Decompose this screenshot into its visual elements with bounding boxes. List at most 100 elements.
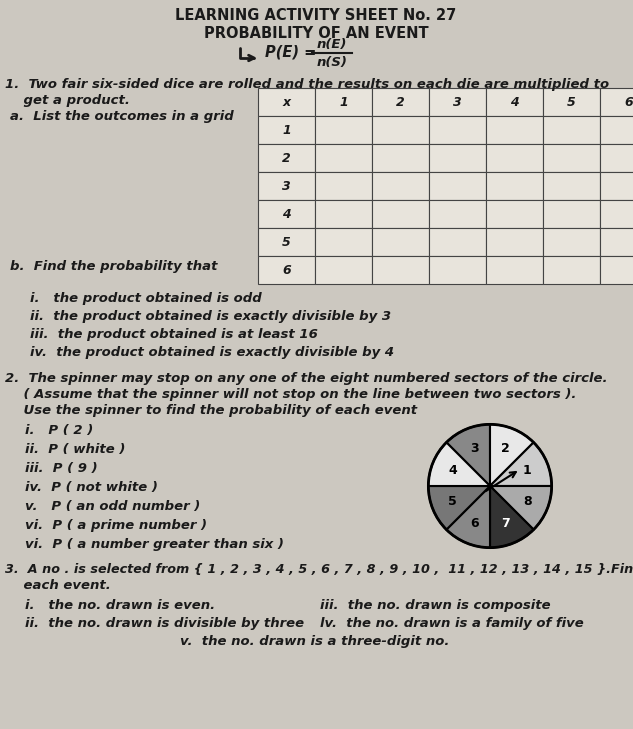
Text: each event.: each event. bbox=[5, 579, 111, 592]
Bar bbox=[429, 256, 486, 284]
Bar bbox=[258, 172, 315, 200]
Bar bbox=[600, 116, 633, 144]
Text: 2.  The spinner may stop on any one of the eight numbered sectors of the circle.: 2. The spinner may stop on any one of th… bbox=[5, 372, 608, 385]
Bar bbox=[486, 256, 543, 284]
Text: iv.  P ( not white ): iv. P ( not white ) bbox=[25, 481, 158, 494]
Text: 6: 6 bbox=[282, 263, 291, 276]
Text: 6: 6 bbox=[624, 95, 633, 109]
Bar bbox=[429, 200, 486, 228]
Bar bbox=[315, 256, 372, 284]
Wedge shape bbox=[490, 486, 534, 547]
Bar bbox=[486, 88, 543, 116]
Wedge shape bbox=[446, 424, 490, 486]
Bar bbox=[543, 256, 600, 284]
Text: P(E) =: P(E) = bbox=[265, 44, 316, 60]
Bar bbox=[543, 144, 600, 172]
Bar bbox=[372, 116, 429, 144]
Text: a.  List the outcomes in a grid: a. List the outcomes in a grid bbox=[10, 110, 234, 123]
Bar bbox=[372, 200, 429, 228]
Wedge shape bbox=[429, 486, 490, 529]
Bar bbox=[372, 144, 429, 172]
Bar bbox=[372, 88, 429, 116]
Bar bbox=[543, 116, 600, 144]
Text: ii.  the product obtained is exactly divisible by 3: ii. the product obtained is exactly divi… bbox=[30, 310, 391, 323]
Text: n(E): n(E) bbox=[316, 37, 347, 50]
Text: i.   P ( 2 ): i. P ( 2 ) bbox=[25, 424, 93, 437]
Text: i.   the product obtained is odd: i. the product obtained is odd bbox=[30, 292, 262, 305]
Text: 8: 8 bbox=[523, 495, 532, 508]
Wedge shape bbox=[490, 443, 551, 486]
Bar bbox=[258, 144, 315, 172]
Text: 5: 5 bbox=[282, 235, 291, 249]
Bar bbox=[543, 88, 600, 116]
Text: 6: 6 bbox=[470, 517, 479, 530]
Bar bbox=[258, 200, 315, 228]
Bar bbox=[372, 256, 429, 284]
Text: vi.  P ( a prime number ): vi. P ( a prime number ) bbox=[25, 519, 207, 532]
Text: n(S): n(S) bbox=[316, 55, 348, 69]
Bar bbox=[600, 172, 633, 200]
Text: 5: 5 bbox=[567, 95, 576, 109]
Bar bbox=[600, 144, 633, 172]
Bar bbox=[486, 144, 543, 172]
Bar bbox=[429, 116, 486, 144]
Bar bbox=[543, 172, 600, 200]
Text: x: x bbox=[282, 95, 291, 109]
Text: iv.  the product obtained is exactly divisible by 4: iv. the product obtained is exactly divi… bbox=[30, 346, 394, 359]
Bar bbox=[315, 200, 372, 228]
Text: 3.  A no . is selected from { 1 , 2 , 3 , 4 , 5 , 6 , 7 , 8 , 9 , 10 ,  11 , 12 : 3. A no . is selected from { 1 , 2 , 3 ,… bbox=[5, 563, 633, 576]
Bar bbox=[315, 88, 372, 116]
Wedge shape bbox=[446, 486, 490, 547]
Bar bbox=[600, 88, 633, 116]
Text: vi.  P ( a number greater than six ): vi. P ( a number greater than six ) bbox=[25, 538, 284, 551]
Text: ( Assume that the spinner will not stop on the line between two sectors ).: ( Assume that the spinner will not stop … bbox=[5, 388, 577, 401]
Bar bbox=[486, 172, 543, 200]
Bar bbox=[372, 228, 429, 256]
Text: ii.  the no. drawn is divisible by three: ii. the no. drawn is divisible by three bbox=[25, 617, 304, 630]
Bar bbox=[486, 116, 543, 144]
Bar bbox=[315, 116, 372, 144]
Bar bbox=[486, 200, 543, 228]
Wedge shape bbox=[490, 424, 534, 486]
Text: Use the spinner to find the probability of each event: Use the spinner to find the probability … bbox=[5, 404, 417, 417]
Text: 4: 4 bbox=[282, 208, 291, 220]
Text: PROBABILITY OF AN EVENT: PROBABILITY OF AN EVENT bbox=[204, 26, 429, 41]
Bar bbox=[315, 144, 372, 172]
Bar bbox=[600, 256, 633, 284]
Text: 1: 1 bbox=[523, 464, 532, 477]
Bar bbox=[429, 144, 486, 172]
Text: 2: 2 bbox=[501, 443, 510, 456]
Text: v.   P ( an odd number ): v. P ( an odd number ) bbox=[25, 500, 200, 513]
Text: 2: 2 bbox=[396, 95, 405, 109]
Text: 1.  Two fair six-sided dice are rolled and the results on each die are multiplie: 1. Two fair six-sided dice are rolled an… bbox=[5, 78, 609, 91]
Text: 7: 7 bbox=[501, 517, 510, 530]
Bar bbox=[315, 172, 372, 200]
Text: 5: 5 bbox=[449, 495, 457, 508]
Text: 3: 3 bbox=[470, 443, 479, 456]
Wedge shape bbox=[429, 443, 490, 486]
Wedge shape bbox=[490, 486, 551, 529]
Bar bbox=[315, 228, 372, 256]
Bar bbox=[429, 172, 486, 200]
Bar bbox=[543, 200, 600, 228]
Text: 2: 2 bbox=[282, 152, 291, 165]
Bar bbox=[258, 116, 315, 144]
Bar bbox=[429, 228, 486, 256]
Text: 3: 3 bbox=[453, 95, 462, 109]
Bar bbox=[258, 228, 315, 256]
Text: iii.  P ( 9 ): iii. P ( 9 ) bbox=[25, 462, 97, 475]
Text: 4: 4 bbox=[449, 464, 457, 477]
Text: ii.  P ( white ): ii. P ( white ) bbox=[25, 443, 125, 456]
Bar bbox=[486, 228, 543, 256]
Text: iii.  the no. drawn is composite: iii. the no. drawn is composite bbox=[320, 599, 551, 612]
Text: 4: 4 bbox=[510, 95, 519, 109]
Text: LEARNING ACTIVITY SHEET No. 27: LEARNING ACTIVITY SHEET No. 27 bbox=[175, 8, 456, 23]
Bar bbox=[600, 228, 633, 256]
Bar bbox=[543, 228, 600, 256]
Text: 1: 1 bbox=[339, 95, 348, 109]
Text: lv.  the no. drawn is a family of five: lv. the no. drawn is a family of five bbox=[320, 617, 584, 630]
Text: 1: 1 bbox=[282, 123, 291, 136]
Bar bbox=[258, 256, 315, 284]
Text: get a product.: get a product. bbox=[5, 94, 130, 107]
Text: 3: 3 bbox=[282, 179, 291, 192]
